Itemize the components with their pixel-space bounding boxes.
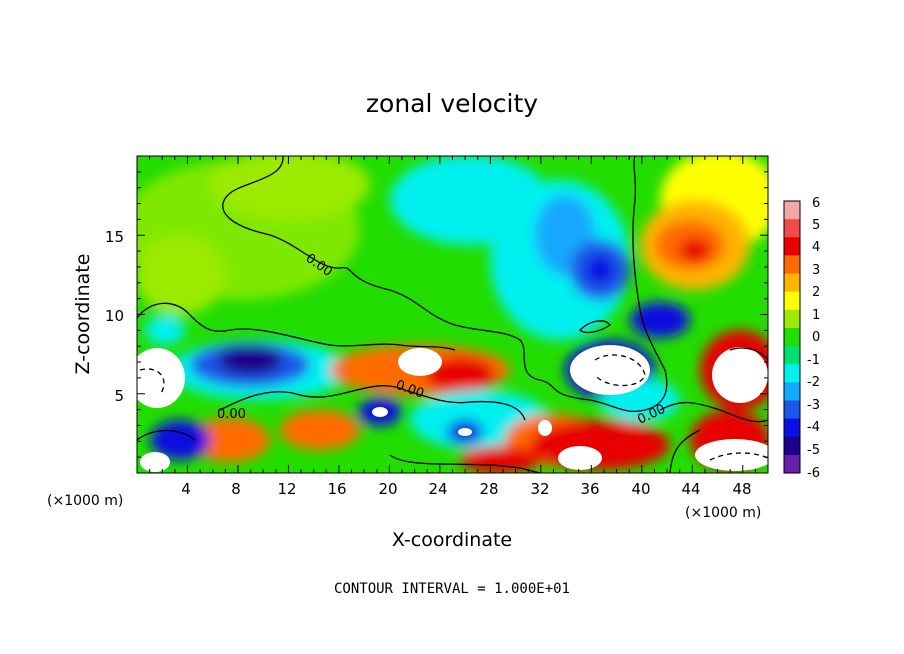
x-tick-label: 40 [631, 480, 650, 498]
colorbar-tick-label: -1 [807, 353, 820, 368]
colorbar-swatch [784, 364, 800, 383]
x-unit-label-left: (×1000 m) [47, 493, 123, 509]
colorbar-labels: 6 5 4 3 2 1 0 -1 -2 -3 -4 -5 -6 [807, 196, 820, 481]
x-axis-label: X-coordinate [392, 529, 512, 551]
y-tick-label: 15 [105, 228, 124, 246]
x-tick-label: 32 [530, 480, 549, 498]
colorbar-tick-label: 6 [812, 196, 820, 211]
contour-label: 0.00 [217, 407, 246, 422]
colorbar-swatch [784, 327, 800, 347]
x-tick-label: 44 [681, 480, 700, 498]
colorbar-swatch [784, 291, 800, 311]
y-axis-label: Z-coordinate [72, 254, 94, 375]
x-unit-label-right: (×1000 m) [685, 505, 761, 521]
x-tick-labels: 4 8 12 16 20 24 28 32 36 40 44 48 [181, 480, 751, 498]
contour-interval-note: CONTOUR INTERVAL = 1.000E+01 [334, 581, 570, 597]
x-tick-label: 16 [327, 480, 346, 498]
colorbar-tick-label: 1 [812, 308, 820, 323]
colorbar-swatch [784, 273, 800, 293]
colorbar-tick-label: 4 [812, 240, 820, 255]
x-tick-label: 8 [231, 480, 241, 498]
colorbar-tick-label: -2 [807, 375, 820, 390]
colorbar-tick-label: -4 [807, 420, 820, 435]
x-tick-label: 12 [277, 480, 296, 498]
colorbar-frame [783, 200, 801, 474]
colorbar-swatch [784, 436, 800, 456]
x-tick-label: 20 [378, 480, 397, 498]
y-tick-label: 5 [114, 387, 124, 405]
colorbar-tick-label: 2 [812, 285, 820, 300]
colorbar-tick-label: 3 [812, 263, 820, 278]
x-tick-label: 28 [479, 480, 498, 498]
y-tick-labels: 5 10 15 [105, 228, 124, 405]
chart-title: zonal velocity [366, 89, 538, 118]
colorbar-swatch [784, 454, 800, 474]
colorbar-swatch [784, 309, 800, 329]
colorbar-swatch [784, 201, 800, 220]
colorbar [783, 200, 801, 474]
colorbar-swatch [784, 400, 800, 420]
colorbar-swatch [784, 418, 800, 438]
x-tick-label: 24 [428, 480, 447, 498]
x-tick-label: 48 [732, 480, 751, 498]
frame-ticks [137, 156, 768, 473]
colorbar-swatch [784, 219, 800, 238]
x-tick-label: 36 [580, 480, 599, 498]
x-tick-label: 4 [181, 480, 191, 498]
colorbar-tick-label: 5 [812, 218, 820, 233]
colorbar-tick-label: -6 [807, 466, 820, 481]
velocity-field [137, 156, 768, 473]
colorbar-tick-label: -3 [807, 398, 820, 413]
y-tick-label: 10 [105, 307, 124, 325]
colorbar-tick-label: -5 [807, 443, 820, 458]
colorbar-swatch [784, 237, 800, 256]
colorbar-swatch [784, 346, 800, 365]
colorbar-tick-label: 0 [812, 330, 820, 345]
colorbar-swatch [784, 255, 800, 275]
colorbar-swatch [784, 382, 800, 401]
